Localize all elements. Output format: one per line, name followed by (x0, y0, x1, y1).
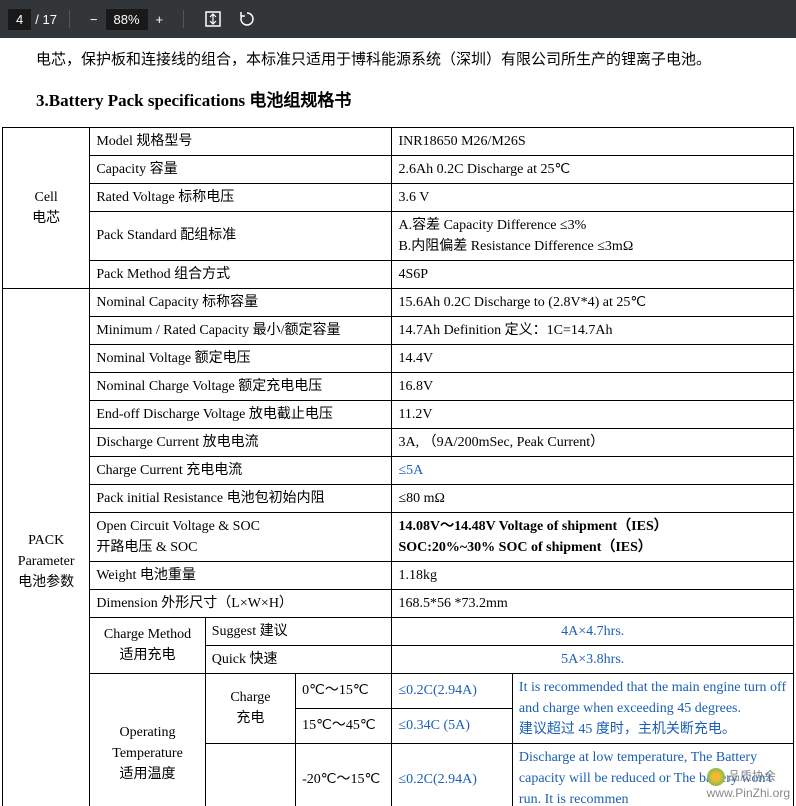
min-rated-capacity-label: Minimum / Rated Capacity 最小/额定容量 (90, 316, 392, 344)
endoff-discharge-voltage-label: End-off Discharge Voltage 放电截止电压 (90, 400, 392, 428)
suggest-value: 4A×4.7hrs. (392, 617, 794, 645)
nominal-charge-voltage-value: 16.8V (392, 372, 794, 400)
pack-initial-resistance-value: ≤80 mΩ (392, 484, 794, 512)
operating-temp-label: Operating Temperature 适用温度 (90, 673, 205, 806)
pack-standard-label: Pack Standard 配组标准 (90, 211, 392, 260)
temp-range-2: 15℃～45℃ (296, 708, 392, 743)
nominal-voltage-label: Nominal Voltage 额定电压 (90, 344, 392, 372)
ocv-soc-value: 14.08V～14.48V Voltage of shipment（IES） S… (392, 512, 794, 561)
watermark: 品质协会 www.PinZhi.org (707, 767, 790, 800)
cell-group-label: Cell 电芯 (3, 127, 90, 288)
endoff-discharge-voltage-value: 11.2V (392, 400, 794, 428)
dimension-label: Dimension 外形尺寸（L×W×H） (90, 589, 392, 617)
pack-method-value: 4S6P (392, 260, 794, 288)
capacity-label: Capacity 容量 (90, 155, 392, 183)
charge-sub-label: Charge 充电 (205, 673, 295, 743)
model-value: INR18650 M26/M26S (392, 127, 794, 155)
fit-page-icon (204, 10, 222, 28)
rotate-icon (238, 10, 256, 28)
temp-range-1: 0℃～15℃ (296, 673, 392, 708)
rated-voltage-label: Rated Voltage 标称电压 (90, 183, 392, 211)
nominal-capacity-value: 15.6Ah 0.2C Discharge to (2.8V*4) at 25℃ (392, 288, 794, 316)
temp-value-1: ≤0.2C(2.94A) (392, 673, 512, 708)
pack-method-label: Pack Method 组合方式 (90, 260, 392, 288)
watermark-url: www.PinZhi.org (707, 786, 790, 800)
weight-label: Weight 电池重量 (90, 561, 392, 589)
suggest-label: Suggest 建议 (205, 617, 392, 645)
watermark-text: 品质协会 (728, 769, 776, 783)
temp-value-2: ≤0.34C (5A) (392, 708, 512, 743)
pack-group-label: PACK Parameter 电池参数 (3, 288, 90, 806)
quick-value: 5A×3.8hrs. (392, 645, 794, 673)
nominal-charge-voltage-label: Nominal Charge Voltage 额定充电电压 (90, 372, 392, 400)
charge-current-value: ≤5A (392, 456, 794, 484)
rotate-button[interactable] (230, 6, 264, 32)
zoom-level[interactable]: 88% (106, 9, 148, 30)
spec-table: Cell 电芯 Model 规格型号 INR18650 M26/M26S Cap… (2, 127, 794, 806)
document-content: 电芯，保护板和连接线的组合，本标准只适用于博科能源系统（深圳）有限公司所生产的锂… (0, 38, 796, 127)
dimension-value: 168.5*56 *73.2mm (392, 589, 794, 617)
temp-range-3: -20℃～15℃ (296, 743, 392, 806)
section-title: 3.Battery Pack specifications 电池组规格书 (36, 86, 760, 111)
ocv-soc-label: Open Circuit Voltage & SOC 开路电压 & SOC (90, 512, 392, 561)
zoom-out-button[interactable]: − (82, 8, 106, 31)
charge-method-label: Charge Method 适用充电 (90, 617, 205, 673)
discharge-current-value: 3A, （9A/200mSec, Peak Current） (392, 428, 794, 456)
temp-value-3: ≤0.2C(2.94A) (392, 743, 512, 806)
pack-initial-resistance-label: Pack initial Resistance 电池包初始内阻 (90, 484, 392, 512)
current-page-input[interactable]: 4 (8, 9, 31, 30)
zoom-in-button[interactable]: + (148, 8, 172, 31)
discharge-current-label: Discharge Current 放电电流 (90, 428, 392, 456)
total-pages: / 17 (35, 12, 57, 27)
rated-voltage-value: 3.6 V (392, 183, 794, 211)
weight-value: 1.18kg (392, 561, 794, 589)
capacity-value: 2.6Ah 0.2C Discharge at 25℃ (392, 155, 794, 183)
nominal-voltage-value: 14.4V (392, 344, 794, 372)
watermark-logo-icon (707, 768, 725, 786)
pack-standard-value: A.容差 Capacity Difference ≤3%B.内阻偏差 Resis… (392, 211, 794, 260)
quick-label: Quick 快速 (205, 645, 392, 673)
fit-page-button[interactable] (196, 6, 230, 32)
charge-note: It is recommended that the main engine t… (512, 673, 793, 743)
charge-current-label: Charge Current 充电电流 (90, 456, 392, 484)
pdf-toolbar: 4 / 17 − 88% + (0, 0, 796, 38)
intro-paragraph: 电芯，保护板和连接线的组合，本标准只适用于博科能源系统（深圳）有限公司所生产的锂… (36, 48, 760, 74)
model-label: Model 规格型号 (90, 127, 392, 155)
nominal-capacity-label: Nominal Capacity 标称容量 (90, 288, 392, 316)
min-rated-capacity-value: 14.7Ah Definition 定义：1C=14.7Ah (392, 316, 794, 344)
